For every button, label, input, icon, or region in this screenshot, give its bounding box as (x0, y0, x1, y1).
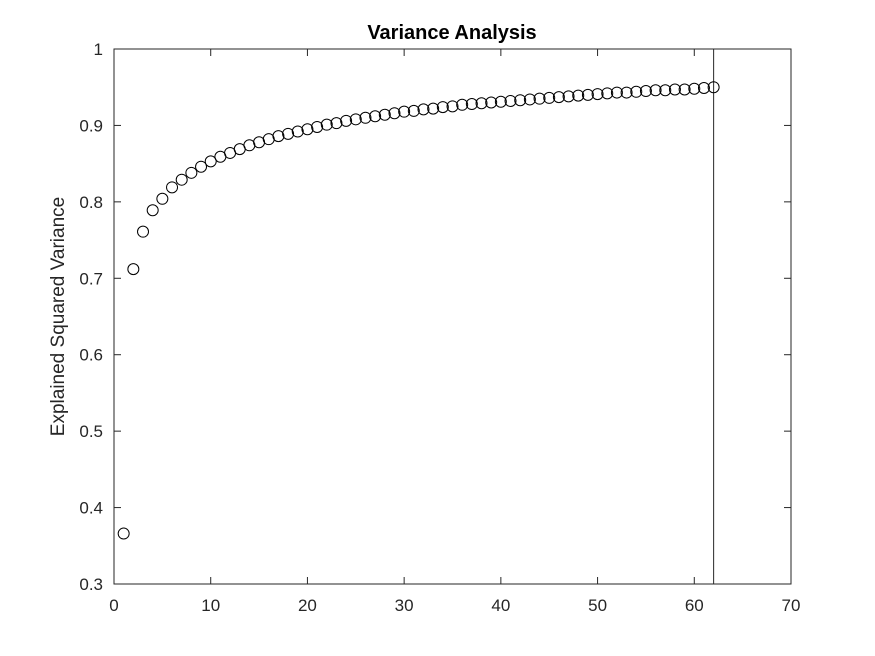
data-point (688, 82, 701, 95)
plot-area (113, 48, 792, 585)
x-tick-label: 10 (201, 596, 220, 615)
data-point (398, 105, 411, 118)
data-point (166, 181, 179, 194)
data-point (591, 88, 604, 101)
y-tick-label: 0.3 (79, 575, 103, 594)
data-point (610, 86, 623, 99)
data-point (456, 98, 469, 111)
x-tick-label: 0 (109, 596, 118, 615)
data-point (649, 84, 662, 97)
data-point (195, 160, 208, 173)
data-point (639, 85, 652, 98)
data-point (146, 204, 159, 217)
data-point (311, 120, 324, 133)
y-tick-labels: 0.3 0.4 0.5 0.6 0.7 0.8 0.9 1 (79, 40, 103, 594)
x-tick-label: 30 (395, 596, 414, 615)
data-point (388, 107, 401, 120)
data-point (330, 117, 343, 130)
y-tick-label: 0.7 (79, 269, 103, 288)
chart-title: Variance Analysis (367, 22, 536, 44)
x-tick-label: 60 (685, 596, 704, 615)
data-point (552, 91, 565, 104)
x-tick-label: 40 (491, 596, 510, 615)
data-point (407, 104, 420, 117)
data-point (272, 130, 285, 143)
data-point (678, 83, 691, 96)
data-point (436, 101, 449, 114)
data-point (369, 110, 382, 123)
y-tick-label: 1 (94, 40, 103, 59)
data-point (417, 103, 430, 116)
data-point (301, 123, 314, 136)
data-points (117, 81, 720, 540)
data-point (601, 87, 614, 100)
data-point (630, 85, 643, 98)
data-point (117, 527, 130, 540)
data-point (494, 95, 507, 108)
data-point (572, 89, 585, 102)
data-point (127, 263, 140, 276)
x-tick-labels: 0 10 20 30 40 50 60 70 (109, 596, 800, 615)
data-point (514, 94, 527, 107)
data-point (562, 90, 575, 103)
data-point (349, 113, 362, 126)
data-point (359, 111, 372, 124)
data-point (291, 125, 304, 138)
data-point (465, 98, 478, 111)
data-point (697, 81, 710, 94)
data-point (137, 225, 150, 238)
data-point (504, 94, 517, 107)
data-point (620, 86, 633, 99)
data-point (659, 84, 672, 97)
data-point (475, 97, 488, 110)
data-point (185, 166, 198, 179)
y-tick-label: 0.4 (79, 499, 103, 518)
data-point (282, 127, 295, 140)
data-point (427, 102, 440, 115)
data-point (581, 88, 594, 101)
x-tick-label: 70 (782, 596, 801, 615)
axis-ticks (113, 48, 792, 585)
data-point (707, 81, 720, 94)
data-point (523, 93, 536, 106)
y-tick-label: 0.9 (79, 116, 103, 135)
data-point (204, 155, 217, 168)
data-point (446, 100, 459, 113)
x-tick-label: 20 (298, 596, 317, 615)
data-point (378, 108, 391, 121)
data-point (543, 91, 556, 104)
data-point (320, 118, 333, 131)
y-axis-title: Explained Squared Variance (48, 197, 69, 436)
y-tick-label: 0.6 (79, 346, 103, 365)
data-point (340, 114, 353, 127)
x-tick-label: 50 (588, 596, 607, 615)
data-point (156, 192, 169, 205)
data-point (668, 83, 681, 96)
y-tick-label: 0.5 (79, 422, 103, 441)
data-point (485, 96, 498, 109)
data-point (175, 173, 188, 186)
y-tick-label: 0.8 (79, 193, 103, 212)
data-point (533, 92, 546, 105)
